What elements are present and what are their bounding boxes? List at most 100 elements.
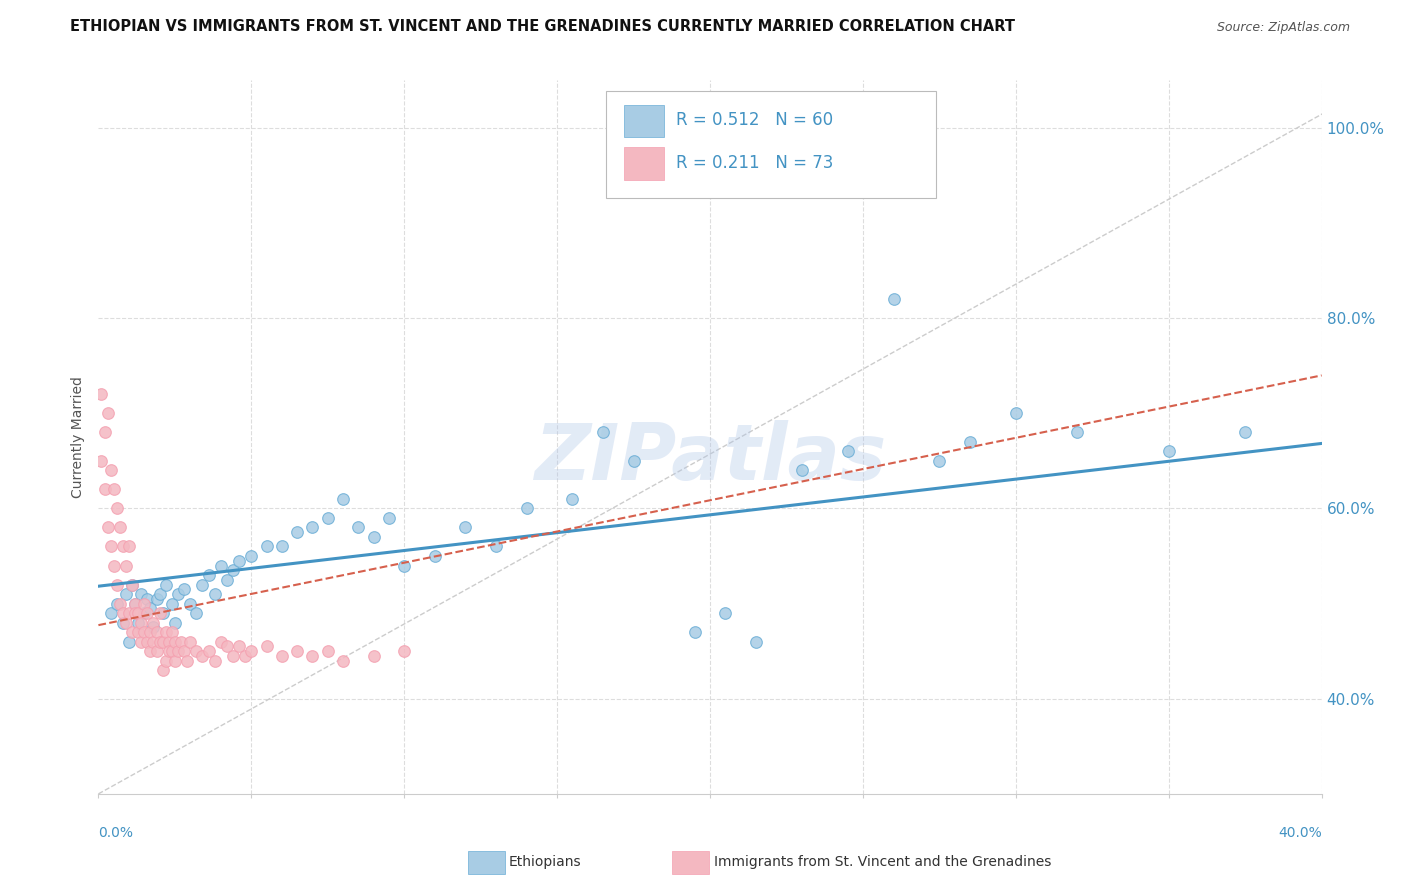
- Point: [152, 663, 174, 677]
- Point: [233, 648, 256, 663]
- Point: [142, 620, 165, 634]
- Point: [152, 606, 174, 620]
- Point: [136, 591, 159, 606]
- Point: [285, 525, 308, 540]
- Point: [145, 591, 167, 606]
- Point: [157, 644, 180, 658]
- Point: [124, 597, 146, 611]
- Point: [115, 587, 138, 601]
- Point: [90, 454, 112, 468]
- Point: [173, 582, 195, 597]
- Text: ZIPatlas: ZIPatlas: [534, 420, 886, 497]
- Point: [105, 577, 128, 591]
- Point: [152, 634, 174, 648]
- Point: [157, 634, 180, 648]
- Point: [186, 644, 208, 658]
- Point: [124, 606, 146, 620]
- Point: [1066, 425, 1088, 440]
- Point: [790, 463, 813, 477]
- Text: Immigrants from St. Vincent and the Grenadines: Immigrants from St. Vincent and the Gren…: [714, 855, 1052, 869]
- Point: [215, 640, 238, 654]
- Point: [928, 454, 950, 468]
- Point: [136, 634, 159, 648]
- Point: [134, 625, 156, 640]
- Point: [186, 606, 208, 620]
- Point: [167, 644, 190, 658]
- Point: [90, 387, 112, 401]
- Point: [270, 648, 292, 663]
- Point: [256, 640, 278, 654]
- Point: [392, 558, 416, 573]
- Point: [191, 577, 214, 591]
- Point: [97, 406, 120, 420]
- Point: [222, 563, 245, 577]
- Point: [97, 520, 120, 534]
- Point: [163, 615, 186, 630]
- Point: [423, 549, 446, 563]
- Point: [155, 654, 177, 668]
- Point: [228, 640, 250, 654]
- Point: [145, 625, 167, 640]
- Point: [347, 520, 370, 534]
- Point: [139, 644, 162, 658]
- Point: [215, 573, 238, 587]
- Point: [256, 540, 278, 554]
- Text: 0.0%: 0.0%: [98, 826, 134, 839]
- Point: [1004, 406, 1026, 420]
- Y-axis label: Currently Married: Currently Married: [72, 376, 86, 498]
- Point: [163, 654, 186, 668]
- Point: [191, 648, 214, 663]
- Point: [623, 454, 645, 468]
- FancyBboxPatch shape: [606, 91, 936, 198]
- Point: [392, 644, 416, 658]
- Point: [100, 540, 122, 554]
- Point: [883, 292, 905, 306]
- Point: [108, 520, 131, 534]
- Point: [139, 601, 162, 615]
- Point: [115, 615, 138, 630]
- Point: [959, 434, 981, 449]
- Point: [149, 606, 172, 620]
- Point: [592, 425, 614, 440]
- Point: [111, 606, 134, 620]
- Point: [378, 511, 401, 525]
- Point: [145, 644, 167, 658]
- Point: [228, 554, 250, 568]
- Point: [163, 634, 186, 648]
- Point: [124, 597, 146, 611]
- Point: [516, 501, 538, 516]
- Point: [1234, 425, 1257, 440]
- Point: [129, 615, 152, 630]
- Point: [103, 558, 125, 573]
- Point: [316, 511, 339, 525]
- Point: [197, 568, 219, 582]
- Point: [121, 577, 143, 591]
- FancyBboxPatch shape: [624, 147, 664, 180]
- Point: [93, 483, 115, 497]
- Point: [454, 520, 477, 534]
- Point: [240, 549, 263, 563]
- Point: [270, 540, 292, 554]
- Point: [118, 606, 141, 620]
- Text: 40.0%: 40.0%: [1278, 826, 1322, 839]
- Point: [240, 644, 263, 658]
- Point: [160, 644, 183, 658]
- Point: [111, 615, 134, 630]
- Point: [561, 491, 583, 506]
- Point: [204, 654, 226, 668]
- FancyBboxPatch shape: [624, 104, 664, 137]
- Point: [127, 615, 149, 630]
- Point: [204, 587, 226, 601]
- Point: [176, 654, 198, 668]
- Point: [316, 644, 339, 658]
- Point: [155, 625, 177, 640]
- Text: Ethiopians: Ethiopians: [509, 855, 582, 869]
- Point: [149, 587, 172, 601]
- Point: [129, 634, 152, 648]
- Point: [301, 648, 323, 663]
- Point: [149, 634, 172, 648]
- Point: [127, 606, 149, 620]
- Point: [127, 625, 149, 640]
- Point: [332, 491, 354, 506]
- Point: [118, 634, 141, 648]
